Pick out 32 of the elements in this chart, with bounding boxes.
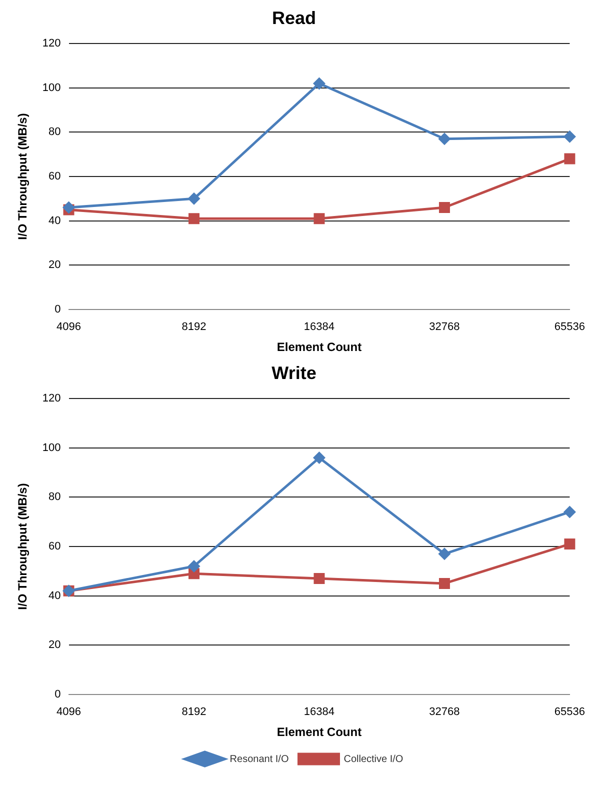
y-tick-label: 80 — [48, 491, 61, 504]
y-tick-label: 60 — [48, 170, 61, 183]
x-tick-label: 32768 — [429, 706, 460, 718]
y-tick-label: 80 — [48, 126, 61, 138]
x-tick-label: 4096 — [56, 321, 81, 334]
x-tick-label: 65536 — [554, 706, 586, 718]
x-tick-label: 4096 — [56, 706, 81, 718]
x-axis-title: Element Count — [276, 725, 362, 740]
y-tick-label: 0 — [54, 688, 61, 700]
legend-label: Resonant I/O — [230, 754, 289, 765]
y-tick-label: 100 — [42, 442, 61, 454]
chart-title: Write — [272, 362, 316, 383]
y-tick-label: 120 — [42, 392, 61, 405]
y-tick-label: 120 — [42, 38, 61, 50]
y-axis-title: I/O Throughput (MB/s) — [16, 483, 30, 610]
x-tick-label: 8192 — [182, 706, 206, 718]
chart-title: Read — [272, 8, 316, 28]
y-tick-label: 100 — [42, 82, 61, 94]
y-tick-label: 20 — [48, 639, 61, 652]
x-tick-label: 32768 — [429, 321, 460, 334]
x-tick-label: 16384 — [304, 321, 335, 334]
y-tick-label: 20 — [48, 259, 61, 272]
y-tick-label: 60 — [48, 540, 61, 553]
legend-label: Collective I/O — [344, 754, 404, 765]
x-axis-title: Element Count — [276, 340, 362, 354]
y-axis-title: I/O Throughput (MB/s) — [16, 113, 30, 240]
y-tick-label: 40 — [48, 214, 61, 227]
x-tick-label: 16384 — [304, 706, 335, 718]
y-tick-label: 0 — [54, 303, 61, 316]
y-tick-label: 40 — [48, 590, 61, 602]
x-tick-label: 65536 — [554, 321, 586, 334]
x-tick-label: 8192 — [182, 321, 206, 334]
